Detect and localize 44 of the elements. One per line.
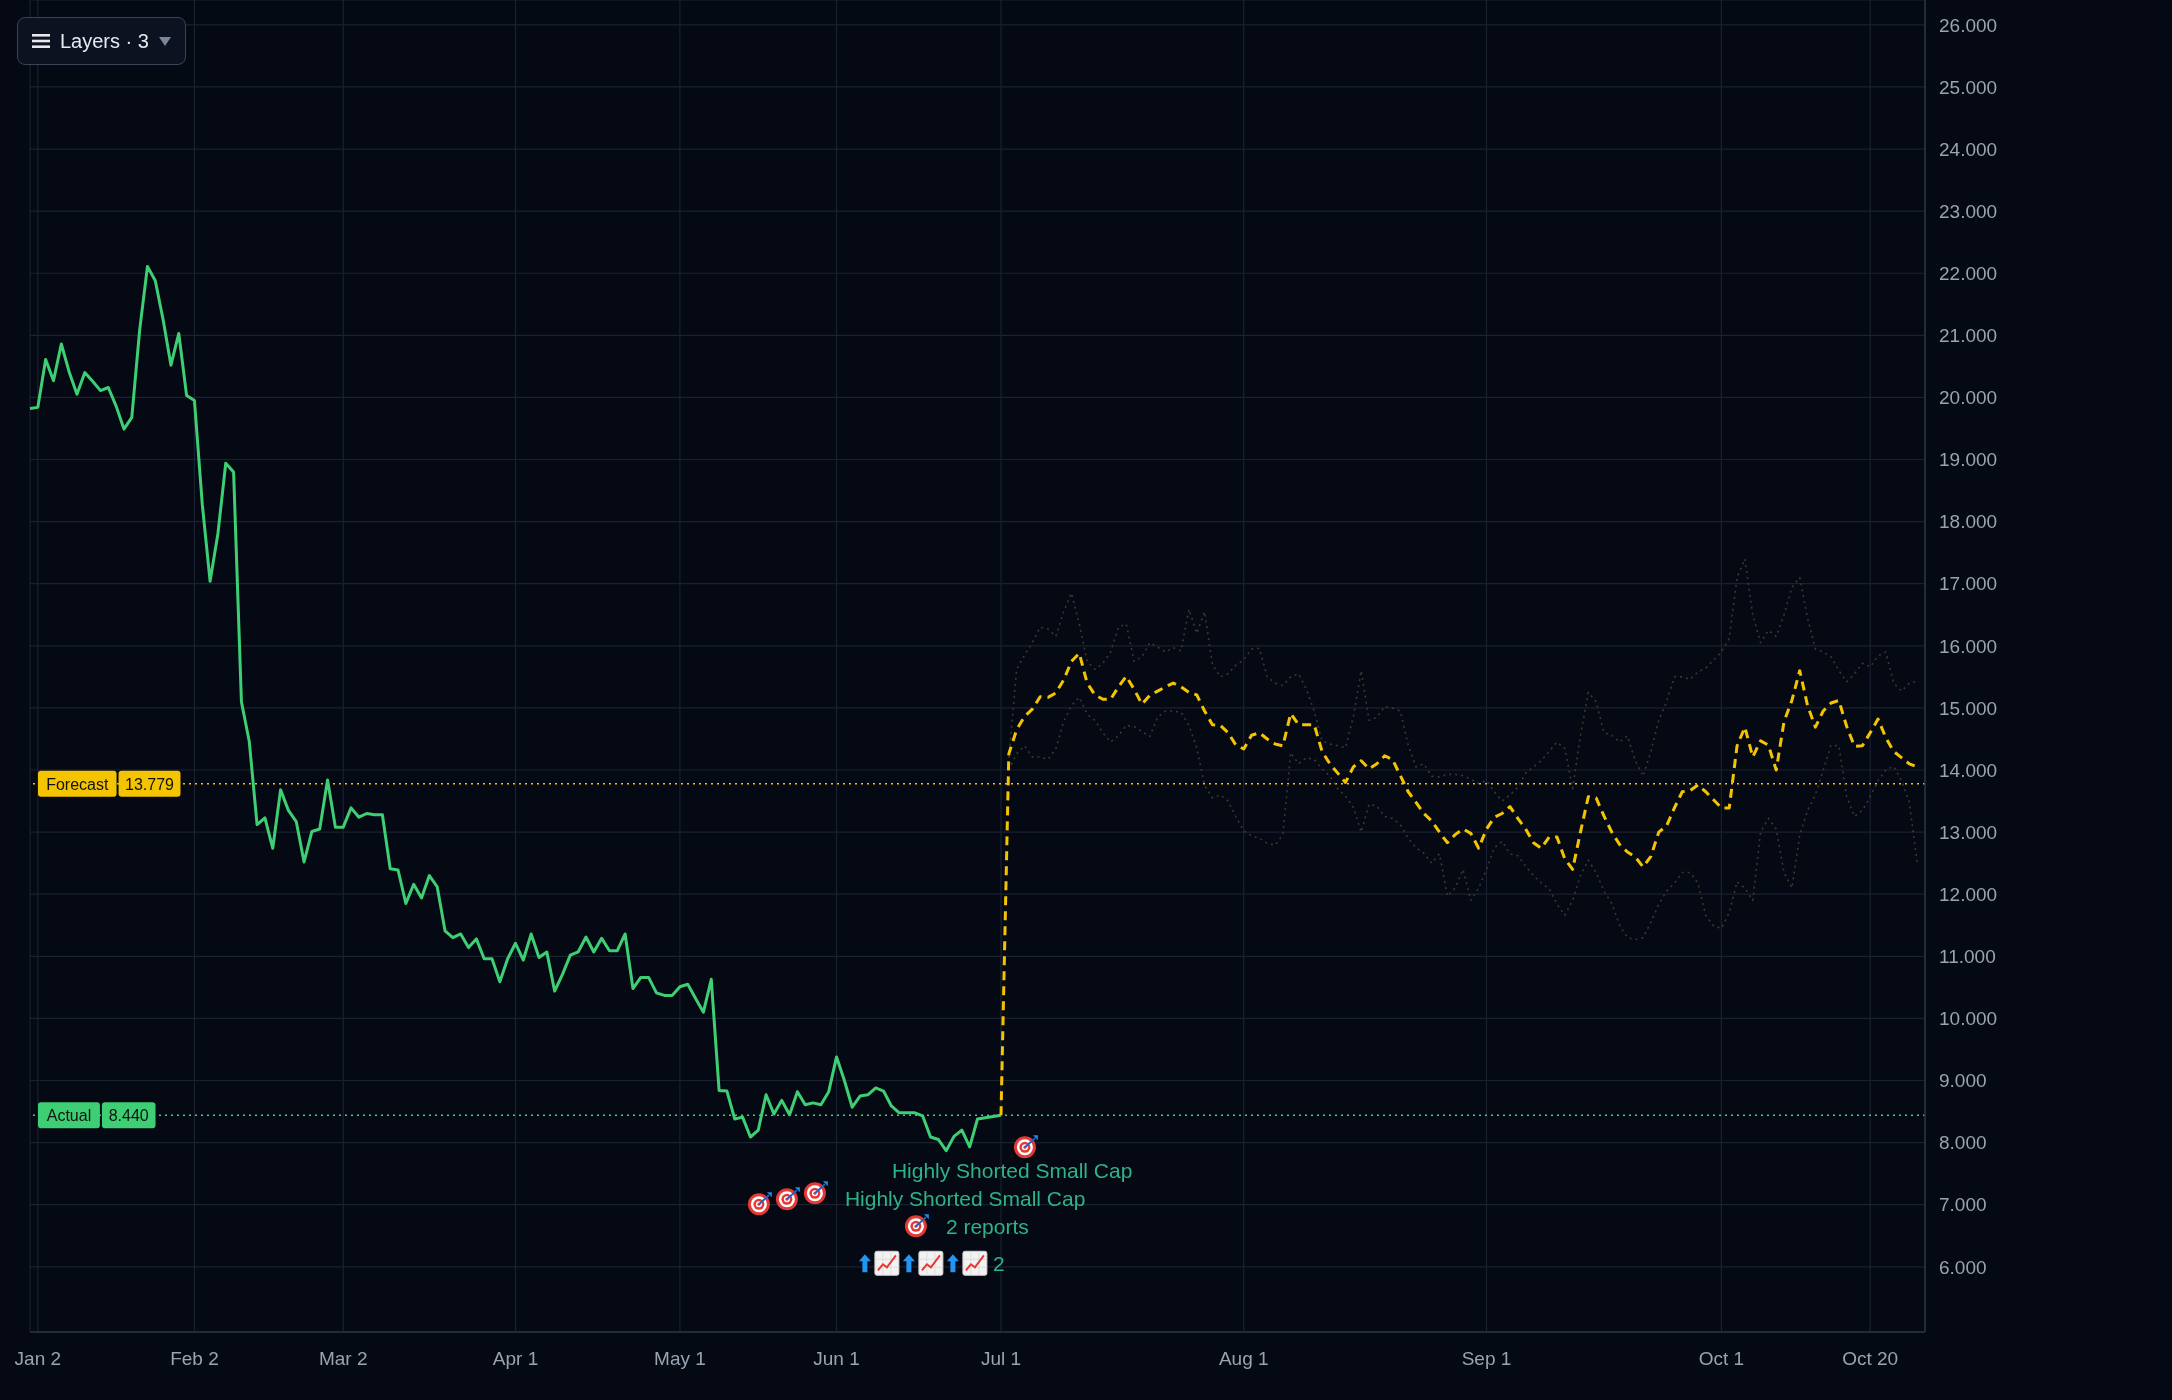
annotation: 2 reports [945, 1214, 1029, 1238]
y-tick-label: 13.000 [1939, 821, 1998, 843]
x-tick-label: Aug 1 [1218, 1348, 1269, 1370]
y-tick-label: 6.000 [1939, 1256, 1987, 1278]
x-tick-label: Jan 2 [14, 1348, 62, 1370]
y-tick-label: 18.000 [1939, 511, 1998, 533]
annotation: 8.440 [108, 1106, 149, 1124]
x-tick-label: Sep 1 [1461, 1348, 1512, 1370]
ref-line-label: Forecast [46, 775, 109, 793]
layers-button: Layers · 3 [17, 17, 186, 65]
x-tick-label: Jul 1 [980, 1348, 1022, 1370]
y-tick-label: 12.000 [1939, 883, 1998, 905]
y-tick-label: 23.000 [1939, 200, 1998, 222]
x-tick-label: Apr 1 [492, 1348, 539, 1370]
y-tick-label: 19.000 [1939, 449, 1998, 471]
x-tick-label: Feb 2 [170, 1348, 219, 1370]
y-tick-label: 7.000 [1939, 1194, 1987, 1216]
x-tick-label: Mar 2 [318, 1348, 368, 1370]
y-tick-label: 26.000 [1939, 14, 1998, 36]
annotation: 13.779 [125, 775, 175, 793]
y-tick-label: 11.000 [1939, 946, 1996, 968]
y-tick-label: 16.000 [1939, 635, 1998, 657]
y-tick-label: 24.000 [1939, 138, 1998, 160]
y-tick-label: 22.000 [1939, 262, 1998, 284]
y-tick-label: 10.000 [1939, 1008, 1998, 1030]
y-tick-label: 20.000 [1939, 387, 1998, 409]
annotation: Layers · 3 [60, 29, 149, 53]
y-tick-label: 9.000 [1939, 1070, 1987, 1092]
y-tick-label: 8.000 [1939, 1132, 1987, 1154]
line-series [1008, 558, 1918, 802]
x-tick-label: May 1 [654, 1348, 706, 1370]
annotation: Highly Shorted Small Cap [891, 1158, 1133, 1182]
line-series [1008, 696, 1918, 941]
annotation: Highly Shorted Small Cap [844, 1186, 1086, 1210]
y-tick-label: 25.000 [1939, 76, 1998, 98]
annotation: 2 [992, 1251, 1005, 1275]
y-tick-label: 17.000 [1939, 573, 1998, 595]
x-tick-label: Jun 1 [813, 1348, 860, 1370]
y-tick-label: 15.000 [1939, 697, 1998, 719]
x-tick-label: Oct 20 [1842, 1348, 1899, 1370]
ref-line-label: Actual [46, 1106, 92, 1124]
y-tick-label: 14.000 [1939, 759, 1998, 781]
y-tick-label: 21.000 [1939, 325, 1998, 347]
x-tick-label: Oct 1 [1698, 1348, 1745, 1370]
